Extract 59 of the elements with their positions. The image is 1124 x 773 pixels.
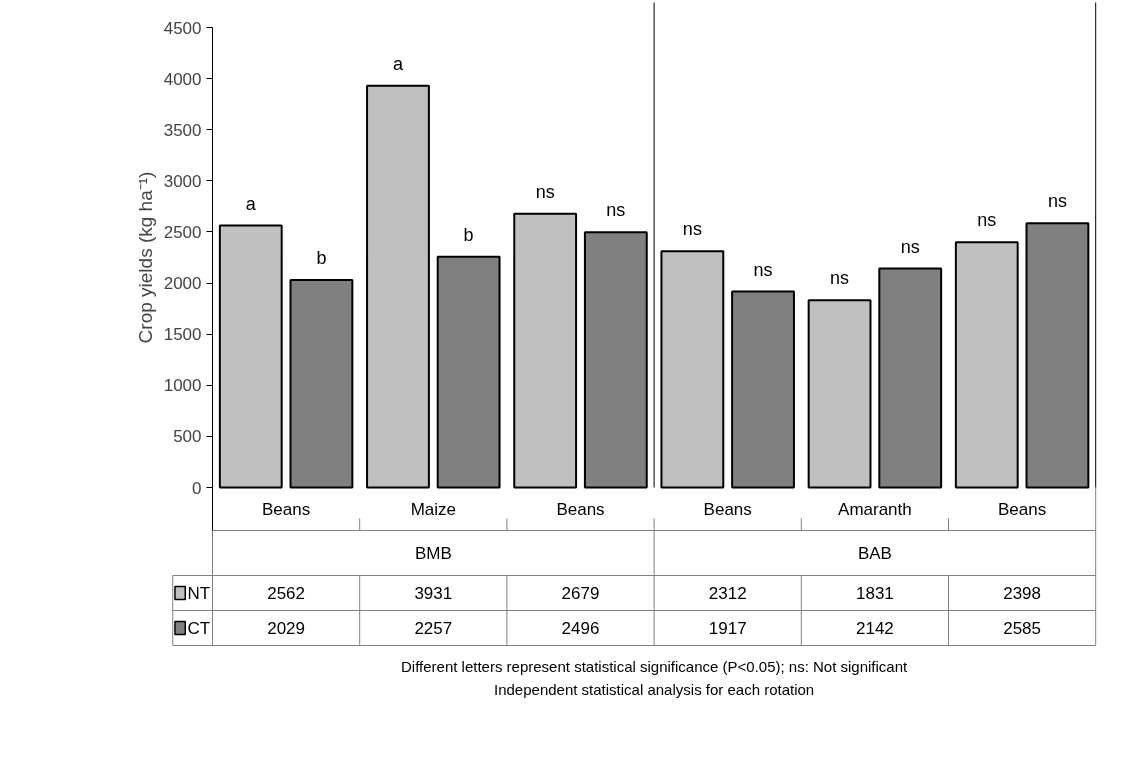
text: BMB	[414, 543, 452, 563]
y-tick-label: 500	[173, 427, 202, 447]
bar	[660, 250, 725, 489]
data-label: 1917	[708, 619, 747, 638]
y-tick-label: 3500	[163, 120, 202, 140]
x-tick-label: Beans	[703, 499, 752, 519]
x-tick-label: Beans	[998, 499, 1047, 519]
bar	[436, 255, 501, 489]
annotation: ns	[900, 236, 920, 257]
bar	[366, 84, 430, 489]
annotation: ns	[1047, 191, 1067, 212]
data-label: 2496	[561, 619, 600, 638]
annotation: ns	[606, 200, 626, 221]
data-label: 2398	[1003, 584, 1042, 603]
bar	[513, 212, 578, 489]
legend-label: NT	[187, 583, 211, 603]
y-tick-label: 2500	[163, 222, 202, 242]
y-tick-label: 0	[192, 478, 202, 498]
data-label: 2142	[855, 619, 894, 638]
y-tick-label: 1000	[163, 376, 202, 396]
data-label: 2312	[708, 584, 747, 603]
y-tick-label: 2000	[163, 274, 202, 294]
bar	[731, 290, 795, 489]
bar	[218, 224, 283, 489]
annotation: ns	[682, 219, 702, 240]
annotation: b	[463, 224, 474, 245]
bar	[878, 267, 943, 489]
y-tick-label: 1500	[163, 325, 202, 345]
y-tick-label: 3000	[163, 171, 202, 191]
data-label: 2257	[414, 619, 453, 638]
annotation: a	[245, 193, 257, 214]
bar	[807, 299, 872, 489]
data-label: 2679	[561, 584, 600, 603]
data-label: 2585	[1003, 619, 1042, 638]
y-axis-title: Crop yields (kg ha⁻¹)	[134, 171, 156, 344]
text: Independent statistical analysis for each rotation	[494, 680, 815, 698]
x-tick-label: Beans	[262, 499, 311, 519]
bar	[289, 279, 354, 489]
data-label: 2562	[267, 584, 306, 603]
text: BAB	[857, 543, 892, 563]
bar	[954, 241, 1019, 489]
annotation: ns	[830, 268, 850, 289]
annotation: ns	[753, 259, 773, 280]
y-tick-label: 4000	[163, 69, 202, 89]
data-label: 2029	[267, 619, 306, 638]
annotation: b	[316, 248, 327, 269]
annotation: ns	[977, 210, 997, 231]
bar	[1025, 222, 1090, 489]
x-tick-label: Beans	[556, 499, 605, 519]
annotation: a	[392, 53, 404, 74]
y-tick-label: 4500	[163, 18, 202, 38]
text: Different letters represent statistical significance (P<0.05); ns: Not significant	[401, 657, 909, 675]
bar	[583, 231, 648, 489]
x-tick-label: Amaranth	[838, 499, 912, 519]
x-tick-label: Maize	[410, 499, 456, 519]
data-label: 1831	[855, 584, 894, 603]
annotation: ns	[535, 181, 555, 202]
data-label: 3931	[414, 584, 453, 603]
legend-label: CT	[187, 618, 211, 638]
